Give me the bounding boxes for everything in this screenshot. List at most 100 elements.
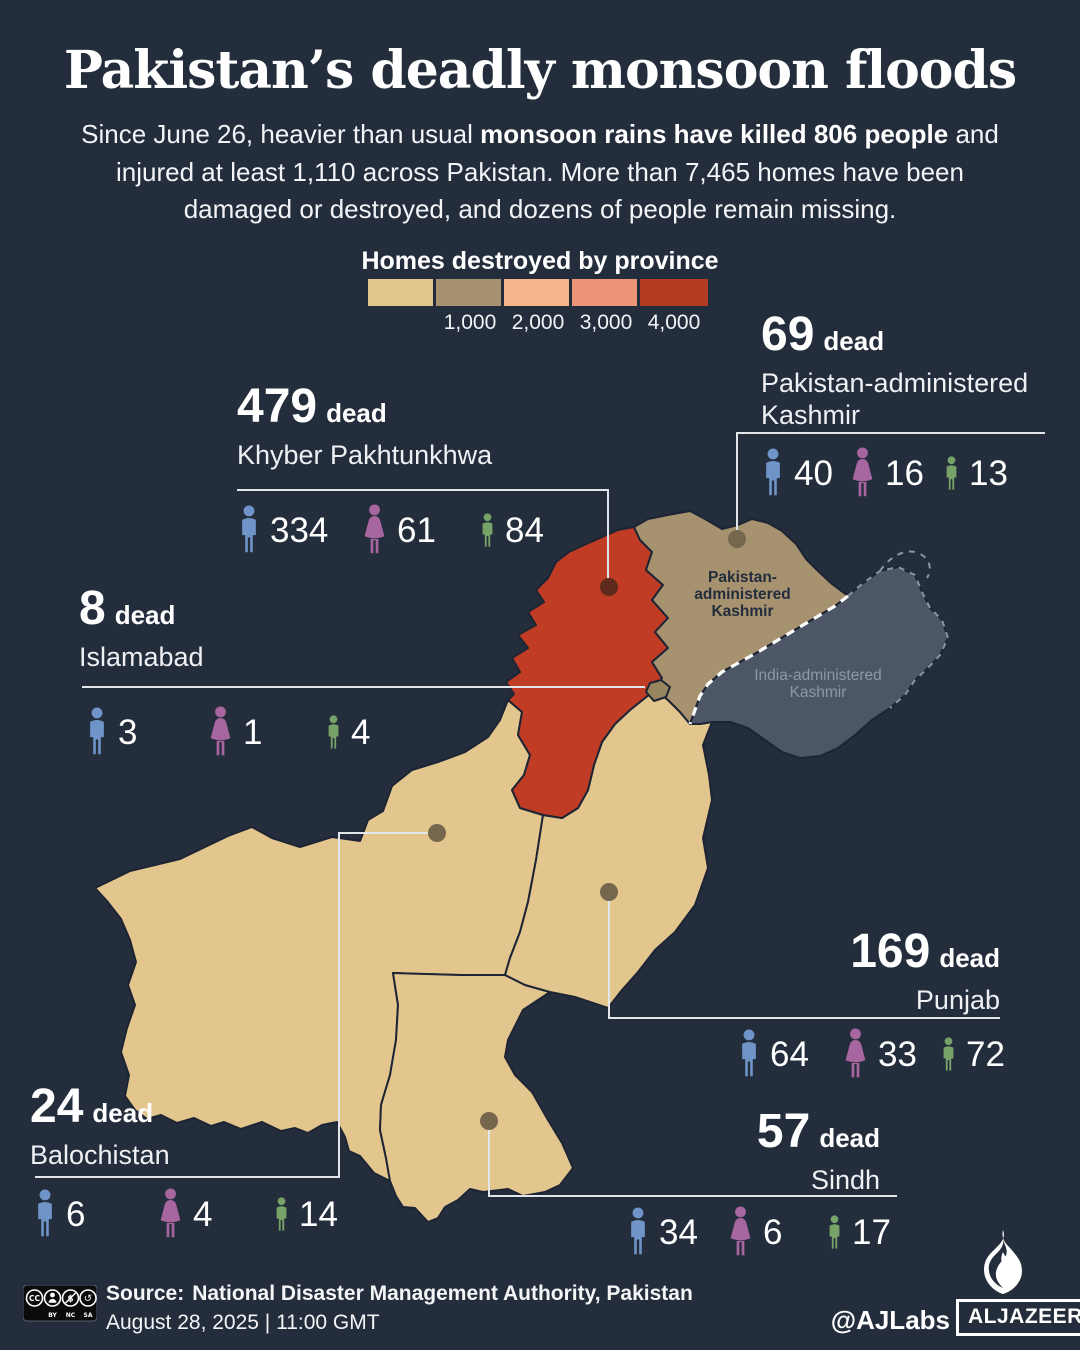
legend-swatch-3 bbox=[504, 279, 572, 306]
stat-block-sindh: 57 dead Sindh bbox=[580, 1108, 880, 1197]
callout-line-khyber-pakhtunkhwa bbox=[237, 489, 609, 578]
source-block: Source: National Disaster Management Auth… bbox=[106, 1282, 693, 1335]
dead-label: dead bbox=[819, 1123, 880, 1153]
callout-line-balochistan bbox=[35, 832, 428, 1178]
legend-ticks: 1,000 2,000 3,000 4,000 bbox=[436, 311, 716, 335]
legend-tick: 3,000 bbox=[579, 311, 633, 334]
cc-by-person-icon bbox=[48, 1292, 57, 1303]
legend-swatch-2 bbox=[436, 279, 504, 306]
legend-tick: 1,000 bbox=[443, 311, 497, 334]
dead-label: dead bbox=[114, 600, 176, 630]
woman-icon bbox=[210, 706, 231, 756]
cc-nc-label: NC bbox=[66, 1312, 76, 1319]
map-dot-balochistan bbox=[428, 824, 446, 842]
creative-commons-badge: CC $ ↺ BY NC SA bbox=[23, 1285, 97, 1322]
dead-label: dead bbox=[326, 398, 387, 428]
stat-block-balochistan: 24 dead Balochistan bbox=[30, 1083, 330, 1172]
men-casualties: 34 bbox=[626, 1204, 698, 1262]
men-casualties: 3 bbox=[85, 704, 137, 762]
cc-by-label: BY bbox=[48, 1312, 57, 1319]
cc-nc-icon: $ bbox=[65, 1292, 76, 1305]
stat-block-pakistan-administered-kashmir: 69 dead Pakistan-administered Kashmir bbox=[761, 311, 1061, 432]
stat-block-khyber-pakhtunkhwa: 479 dead Khyber Pakhtunkhwa bbox=[237, 383, 617, 472]
stat-block-islamabad: 8 dead Islamabad bbox=[79, 585, 379, 674]
man-icon bbox=[242, 505, 256, 553]
deaths-count: 69 bbox=[761, 308, 815, 361]
stat-block-punjab: 169 dead Punjab bbox=[700, 928, 1000, 1017]
woman-icon bbox=[364, 504, 385, 554]
ajlabs-credit: @AJLabs bbox=[830, 1305, 950, 1335]
callout-line-pakistan-administered-kashmir bbox=[736, 432, 1045, 530]
legend-swatch-4 bbox=[572, 279, 640, 306]
deaths-count: 8 bbox=[79, 582, 106, 635]
deaths-count: 24 bbox=[30, 1080, 84, 1133]
child-icon bbox=[328, 714, 339, 749]
province-name: Punjab bbox=[915, 985, 1000, 1015]
child-icon bbox=[276, 1196, 287, 1231]
women-casualties: 1 bbox=[207, 704, 262, 762]
province-name: Balochistan bbox=[30, 1140, 170, 1170]
map-label-pakistan-administered-kashmir: Pakistan- administered Kashmir bbox=[694, 569, 791, 621]
child-icon bbox=[946, 455, 957, 490]
deaths-count: 479 bbox=[237, 380, 318, 433]
legend-tick: 2,000 bbox=[511, 311, 565, 334]
kashmir-northeast-dashed-border bbox=[847, 565, 950, 709]
line-of-control-dashed bbox=[688, 594, 849, 725]
callout-line-punjab bbox=[608, 901, 1000, 1019]
women-casualties: 61 bbox=[361, 502, 436, 560]
woman-icon bbox=[845, 1028, 866, 1078]
intro-paragraph: Since June 26, heavier than usual monsoo… bbox=[80, 116, 1000, 229]
women-casualties: 33 bbox=[842, 1026, 917, 1084]
province-name: Islamabad bbox=[79, 642, 204, 672]
casualty-row-islamabad: 3 1 4 bbox=[0, 704, 1080, 762]
deaths-count: 169 bbox=[850, 925, 931, 978]
woman-icon bbox=[160, 1188, 181, 1238]
deaths-count: 57 bbox=[756, 1105, 811, 1158]
map-dot-khyber-pakhtunkhwa bbox=[600, 578, 618, 596]
children-casualties: 13 bbox=[943, 445, 1008, 503]
casualty-row-khyber-pakhtunkhwa: 334 61 84 bbox=[0, 502, 1080, 560]
men-casualties: 64 bbox=[737, 1026, 809, 1084]
map-dot-punjab bbox=[600, 883, 618, 901]
men-casualties: 334 bbox=[237, 502, 328, 560]
legend-color-scale bbox=[368, 279, 708, 306]
province-name: Khyber Pakhtunkhwa bbox=[237, 440, 493, 470]
casualty-row-sindh: 34 6 17 bbox=[0, 1204, 1080, 1262]
intro-pre: Since June 26, heavier than usual bbox=[81, 119, 481, 149]
source-label: Source: bbox=[106, 1282, 185, 1305]
aljazeera-flame-icon bbox=[984, 1230, 1022, 1294]
map-dot-sindh bbox=[480, 1112, 498, 1130]
women-casualties: 4 bbox=[157, 1186, 212, 1244]
dead-label: dead bbox=[939, 943, 1000, 973]
svg-text:$: $ bbox=[67, 1295, 73, 1305]
province-name: Sindh bbox=[810, 1165, 880, 1195]
children-casualties: 72 bbox=[940, 1026, 1005, 1084]
man-icon bbox=[766, 448, 780, 496]
child-icon bbox=[943, 1036, 954, 1071]
children-casualties: 4 bbox=[325, 704, 370, 762]
region-sindh bbox=[379, 972, 574, 1223]
dead-label: dead bbox=[92, 1098, 154, 1128]
map-label-india-administered-kashmir: India-administered Kashmir bbox=[754, 667, 882, 702]
cc-icon: CC bbox=[29, 1294, 41, 1303]
intro-bold: monsoon rains have killed 806 people bbox=[480, 119, 949, 149]
map-dot-pakistan-administered-kashmir bbox=[728, 530, 746, 548]
cc-sa-label: SA bbox=[84, 1312, 93, 1319]
casualty-row-pakistan-administered-kashmir: 40 16 13 bbox=[0, 445, 1080, 503]
children-casualties: 17 bbox=[826, 1204, 891, 1262]
legend-swatch-1 bbox=[368, 279, 436, 306]
women-casualties: 16 bbox=[849, 445, 924, 503]
women-casualties: 6 bbox=[727, 1204, 782, 1262]
man-icon bbox=[742, 1029, 756, 1077]
kashmir-outer-dashed-claim bbox=[879, 550, 931, 579]
callout-line-sindh bbox=[488, 1130, 897, 1197]
man-icon bbox=[38, 1189, 52, 1237]
children-casualties: 14 bbox=[273, 1186, 338, 1244]
province-name: Pakistan-administered Kashmir bbox=[761, 368, 1029, 430]
page-title: Pakistan’s deadly monsoon floods bbox=[63, 40, 1017, 101]
child-icon bbox=[482, 512, 493, 547]
dead-label: dead bbox=[823, 326, 885, 356]
casualty-row-punjab: 64 33 72 bbox=[0, 1026, 1080, 1084]
